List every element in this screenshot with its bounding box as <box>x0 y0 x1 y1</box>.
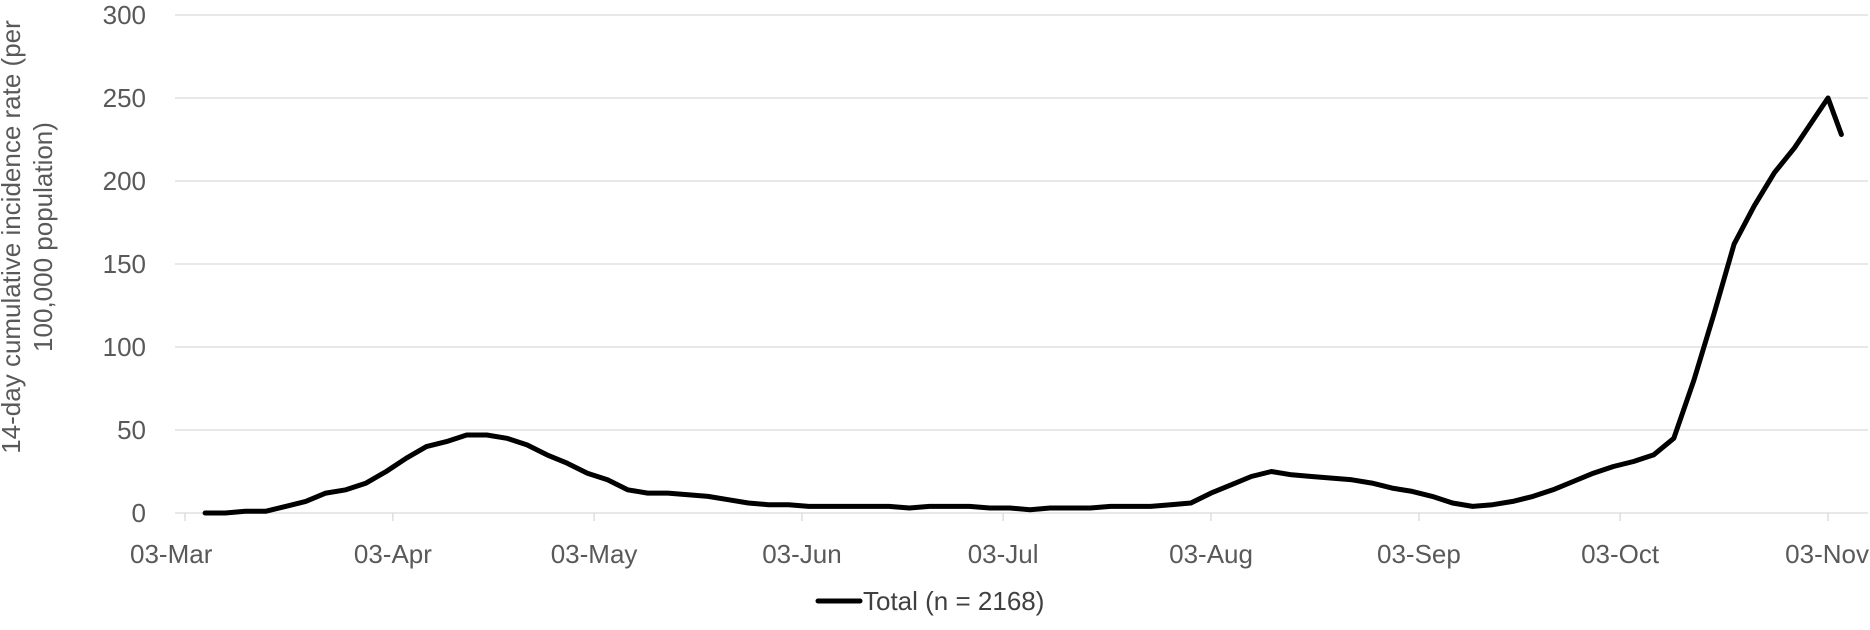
legend: Total (n = 2168) <box>815 586 1044 616</box>
y-axis-title-line-1: 14-day cumulative incidence rate (per <box>0 20 26 454</box>
x-tick-label-03-Sep: 03-Sep <box>1377 539 1461 569</box>
x-tick-label-03-May: 03-May <box>551 539 638 569</box>
x-tick-label-03-Aug: 03-Aug <box>1169 539 1253 569</box>
x-tick-label-03-Jul: 03-Jul <box>968 539 1039 569</box>
x-tick-label-03-Oct: 03-Oct <box>1581 539 1660 569</box>
x-tick-label-03-Jun: 03-Jun <box>762 539 842 569</box>
y-tick-label-250: 250 <box>103 83 146 113</box>
y-tick-label-100: 100 <box>103 332 146 362</box>
y-axis-title-line-2: 100,000 population) <box>28 122 58 352</box>
series-line-0 <box>202 95 1844 516</box>
gridlines <box>175 14 1868 521</box>
y-tick-label-200: 200 <box>103 166 146 196</box>
x-tick-label-03-Mar: 03-Mar <box>130 539 213 569</box>
x-axis-tick-labels: 03-Mar 03-Apr 03-May 03-Jun 03-Jul 03-Aug 03-S… <box>130 539 1869 569</box>
y-tick-label-0: 0 <box>132 498 146 528</box>
y-tick-label-300: 300 <box>103 0 146 30</box>
y-axis-tick-labels: 0 50 100 150 200 250 300 <box>103 0 146 528</box>
y-tick-label-150: 150 <box>103 249 146 279</box>
series-lines <box>202 95 1844 516</box>
x-tick-label-03-Apr: 03-Apr <box>354 539 432 569</box>
legend-label: Total (n = 2168) <box>863 586 1044 616</box>
x-tick-label-03-Nov: 03-Nov <box>1785 539 1869 569</box>
y-tick-label-50: 50 <box>117 415 146 445</box>
